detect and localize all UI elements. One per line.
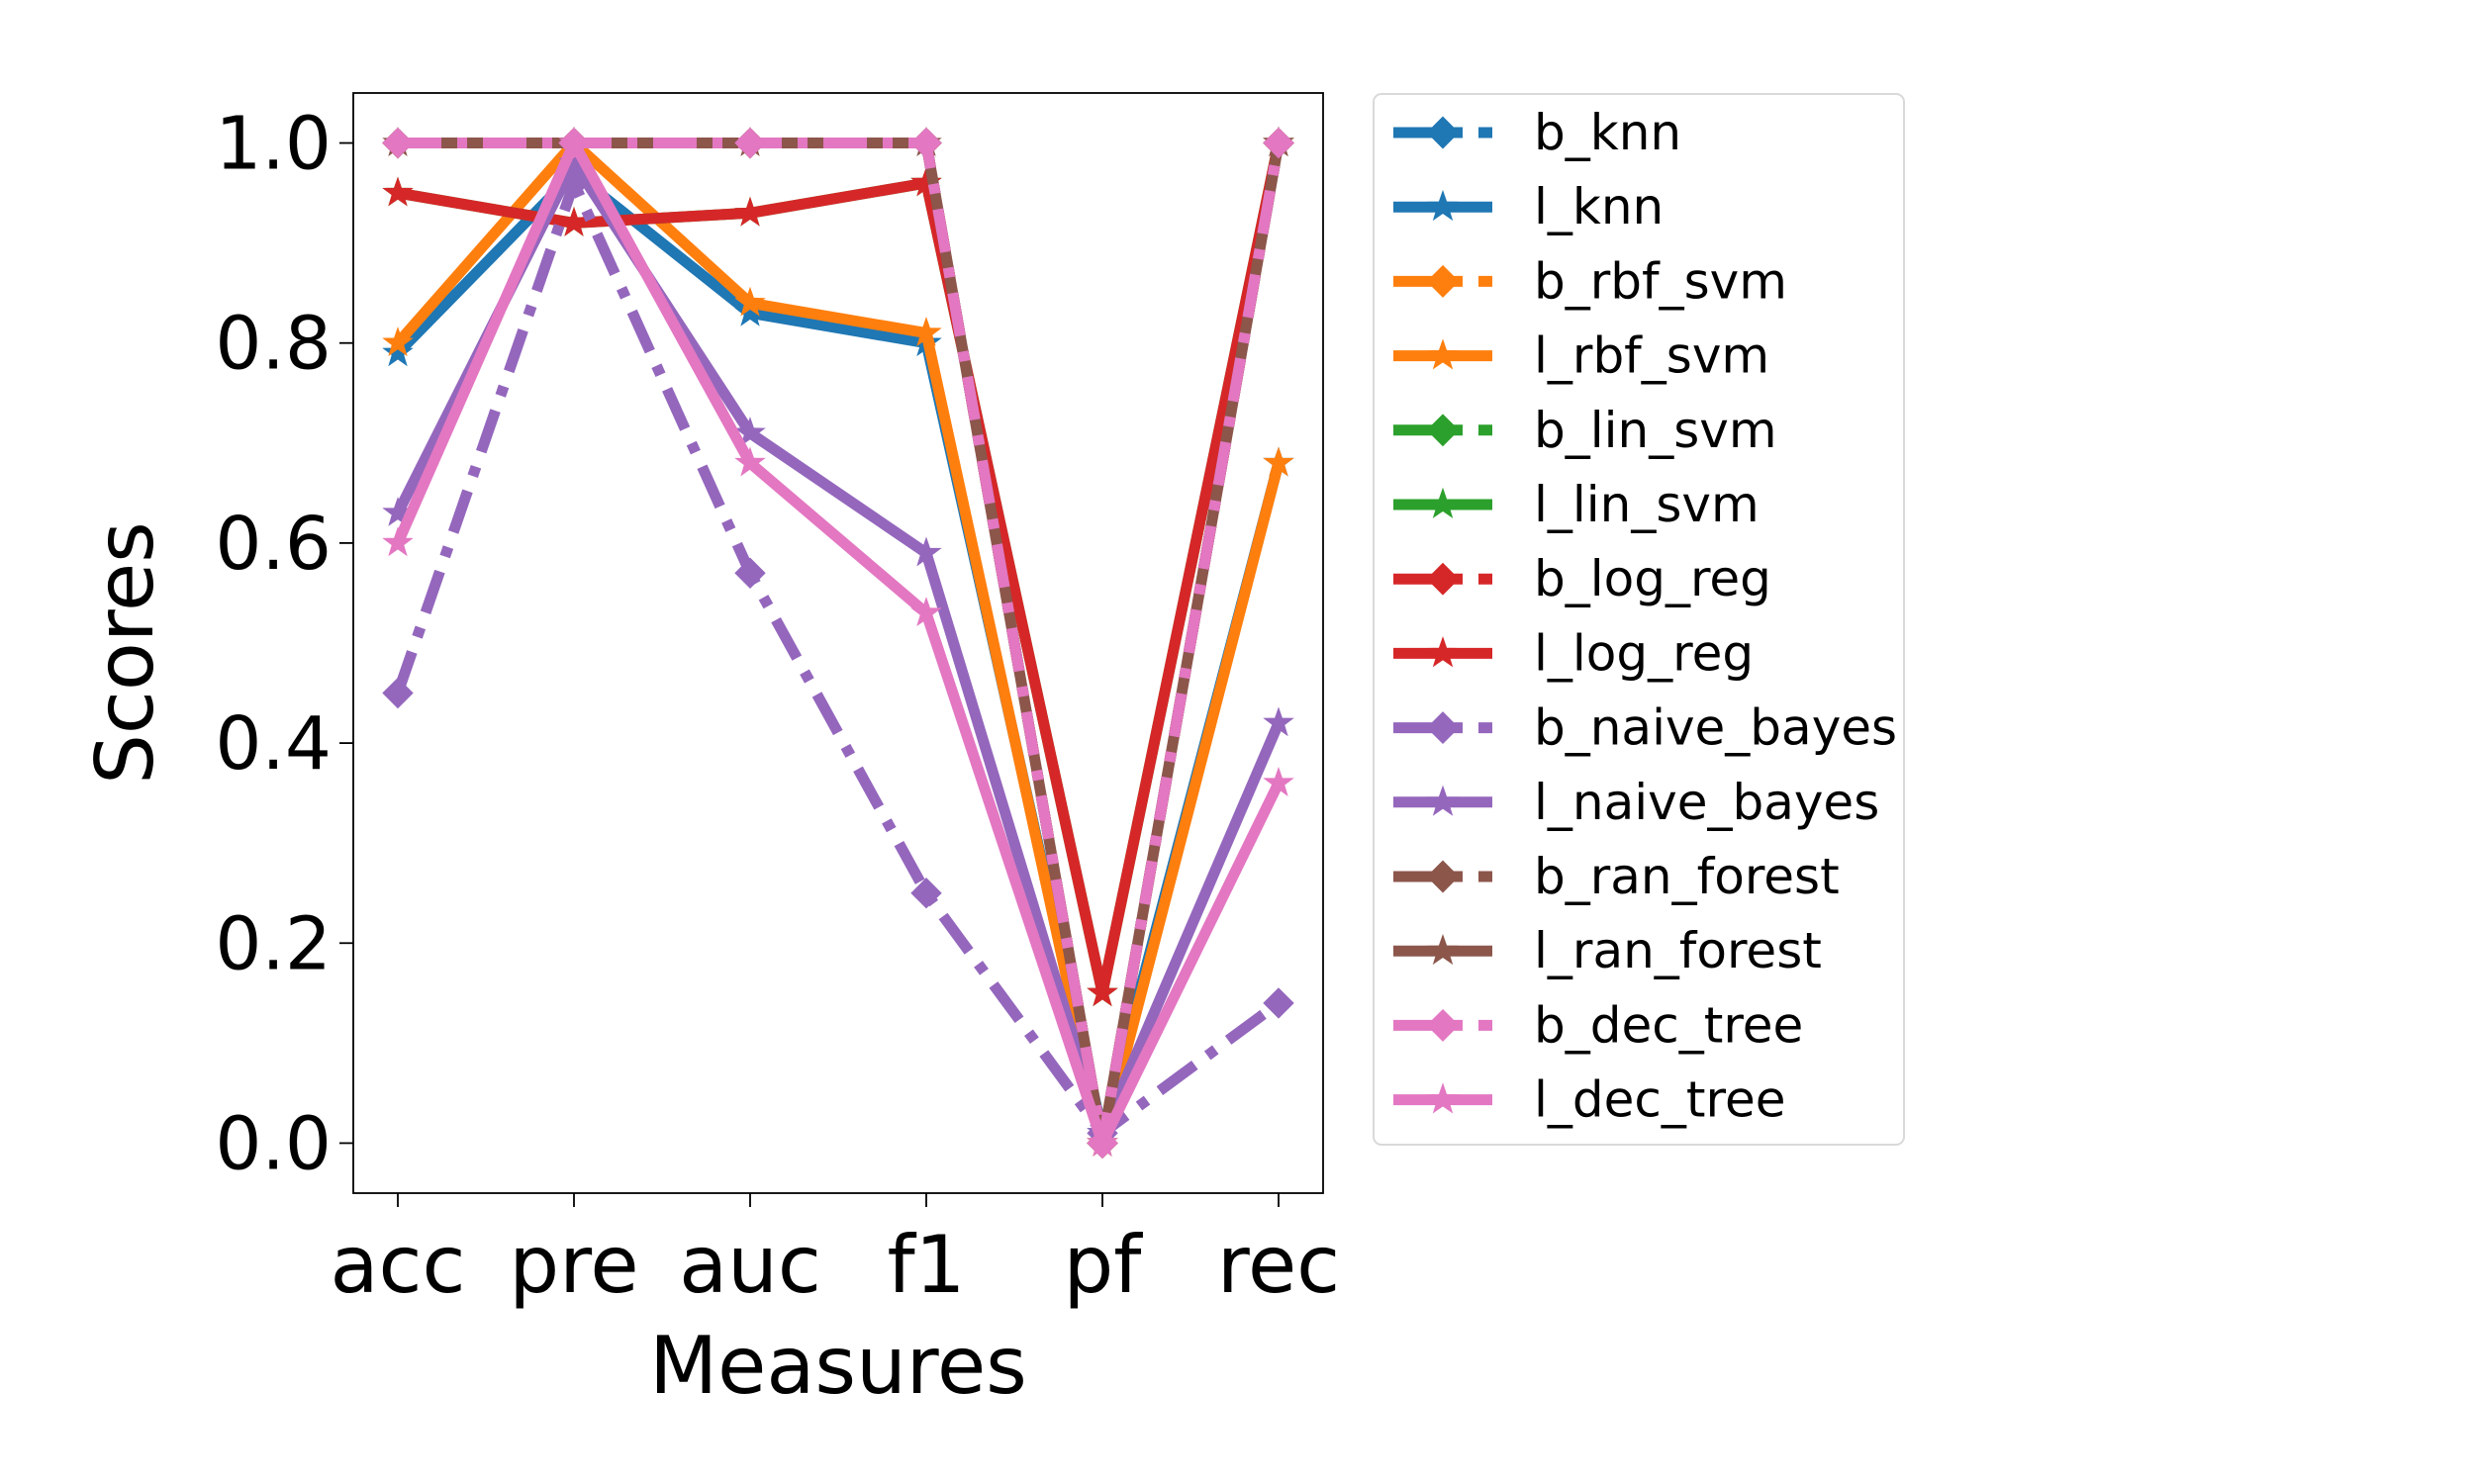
x-tick-label: f1 bbox=[887, 1219, 965, 1311]
series-line-l_rbf_svm bbox=[393, 138, 1285, 1149]
legend-entry-b_rbf_svm: b_rbf_svm bbox=[1393, 252, 1787, 310]
x-tick-label: pf bbox=[1064, 1219, 1144, 1311]
data-point-l_rbf_svm bbox=[910, 317, 942, 347]
legend-marker bbox=[1426, 338, 1460, 370]
legend-marker bbox=[1426, 562, 1460, 596]
x-axis-label: Measures bbox=[649, 1320, 1027, 1412]
data-point-l_dec_tree bbox=[910, 597, 942, 627]
data-point-b_naive_bayes bbox=[382, 677, 414, 709]
legend-entry-b_log_reg: b_log_reg bbox=[1393, 550, 1771, 607]
legend-marker bbox=[1426, 1008, 1460, 1042]
series-line-b_naive_bayes bbox=[392, 177, 1283, 1139]
series-line-b_dec_tree bbox=[398, 138, 1285, 1149]
data-point-l_naive_bayes bbox=[910, 536, 942, 567]
data-point-l_dec_tree bbox=[1263, 766, 1294, 796]
legend-marker bbox=[1426, 711, 1460, 745]
series-l_dec_tree bbox=[382, 126, 1294, 1157]
legend-marker bbox=[1426, 933, 1460, 966]
data-point-b_naive_bayes bbox=[1263, 987, 1294, 1019]
series-layer bbox=[382, 126, 1294, 1159]
series-line-l_dec_tree bbox=[392, 138, 1284, 1149]
legend-marker bbox=[1426, 264, 1460, 298]
y-tick-label: 0.2 bbox=[215, 901, 332, 986]
legend-marker bbox=[1426, 1082, 1460, 1114]
legend-entry-l_ran_forest: l_ran_forest bbox=[1393, 922, 1822, 979]
data-point-l_log_reg bbox=[734, 196, 766, 227]
data-point-l_rbf_svm bbox=[382, 326, 414, 357]
legend-entry-l_dec_tree: l_dec_tree bbox=[1393, 1071, 1785, 1129]
legend-marker bbox=[1426, 414, 1460, 447]
legend-label: l_rbf_svm bbox=[1534, 327, 1769, 385]
legend-marker bbox=[1426, 785, 1460, 816]
legend-entry-l_lin_svm: l_lin_svm bbox=[1393, 476, 1760, 533]
legend-label: l_log_reg bbox=[1534, 624, 1754, 682]
data-point-l_rbf_svm bbox=[1263, 446, 1294, 477]
legend-marker bbox=[1426, 116, 1460, 149]
y-axis-label: Scores bbox=[79, 521, 171, 785]
legend-label: b_naive_bayes bbox=[1534, 699, 1897, 757]
data-point-l_dec_tree bbox=[382, 526, 414, 557]
data-point-l_naive_bayes bbox=[734, 417, 766, 447]
y-tick-label: 0.4 bbox=[215, 701, 332, 787]
data-point-l_dec_tree bbox=[1087, 1126, 1118, 1157]
data-point-b_naive_bayes bbox=[910, 878, 942, 909]
data-point-b_dec_tree bbox=[910, 127, 942, 159]
legend-marker bbox=[1426, 636, 1460, 668]
data-point-b_dec_tree bbox=[382, 127, 414, 159]
x-axis: acc pre auc f1 pf rec bbox=[331, 1193, 1340, 1311]
legend-label: l_dec_tree bbox=[1534, 1071, 1785, 1129]
legend-entry-b_knn: b_knn bbox=[1393, 104, 1681, 161]
data-point-b_dec_tree bbox=[1263, 127, 1294, 159]
legend-label: b_knn bbox=[1534, 104, 1681, 161]
legend: b_knn l_knn b_rbf_svm l_rbf_svm b_lin_svm l_l… bbox=[1373, 93, 1905, 1146]
legend-label: l_knn bbox=[1534, 178, 1664, 235]
x-tick-label: pre bbox=[509, 1219, 638, 1311]
legend-label: b_log_reg bbox=[1534, 550, 1771, 607]
legend-entry-l_naive_bayes: l_naive_bayes bbox=[1393, 774, 1879, 831]
legend-entry-b_ran_forest: b_ran_forest bbox=[1393, 848, 1840, 905]
legend-label: b_dec_tree bbox=[1534, 996, 1803, 1054]
legend-label: l_ran_forest bbox=[1534, 922, 1822, 979]
x-tick-label: acc bbox=[331, 1219, 466, 1311]
data-point-l_rbf_svm bbox=[734, 286, 766, 317]
legend-marker bbox=[1426, 487, 1460, 518]
data-point-b_dec_tree bbox=[734, 127, 766, 159]
legend-entry-b_naive_bayes: b_naive_bayes bbox=[1393, 699, 1897, 757]
legend-entry-l_log_reg: l_log_reg bbox=[1393, 624, 1754, 682]
data-point-l_log_reg bbox=[382, 176, 414, 207]
legend-frame bbox=[1373, 93, 1905, 1146]
legend-label: b_lin_svm bbox=[1534, 402, 1777, 459]
legend-marker bbox=[1426, 860, 1460, 893]
data-point-l_naive_bayes bbox=[1263, 706, 1294, 737]
legend-label: b_ran_forest bbox=[1534, 848, 1840, 905]
legend-label: l_lin_svm bbox=[1534, 476, 1760, 533]
legend-entry-l_knn: l_knn bbox=[1393, 178, 1664, 235]
data-point-l_dec_tree bbox=[558, 126, 590, 156]
legend-label: b_rbf_svm bbox=[1534, 252, 1787, 310]
y-tick-label: 0.6 bbox=[215, 502, 332, 587]
plot-frame bbox=[352, 92, 1324, 1194]
x-tick-label: auc bbox=[679, 1219, 821, 1311]
data-point-l_log_reg bbox=[1087, 976, 1118, 1007]
legend-entry-b_lin_svm: b_lin_svm bbox=[1393, 402, 1777, 459]
data-point-l_dec_tree bbox=[734, 446, 766, 477]
y-axis: 0.0 0.2 0.4 0.6 0.8 1.0 bbox=[215, 102, 353, 1186]
data-point-l_knn bbox=[382, 336, 414, 367]
x-tick-label: rec bbox=[1217, 1219, 1340, 1311]
legend-entry-l_rbf_svm: l_rbf_svm bbox=[1393, 327, 1769, 385]
legend-label: l_naive_bayes bbox=[1534, 774, 1879, 831]
y-tick-label: 1.0 bbox=[215, 102, 332, 187]
y-tick-label: 0.0 bbox=[215, 1101, 332, 1186]
data-point-b_naive_bayes bbox=[734, 557, 766, 589]
y-tick-label: 0.8 bbox=[215, 302, 332, 387]
legend-marker bbox=[1426, 189, 1460, 222]
plot-area bbox=[382, 126, 1294, 1159]
legend-entry-b_dec_tree: b_dec_tree bbox=[1393, 996, 1803, 1054]
